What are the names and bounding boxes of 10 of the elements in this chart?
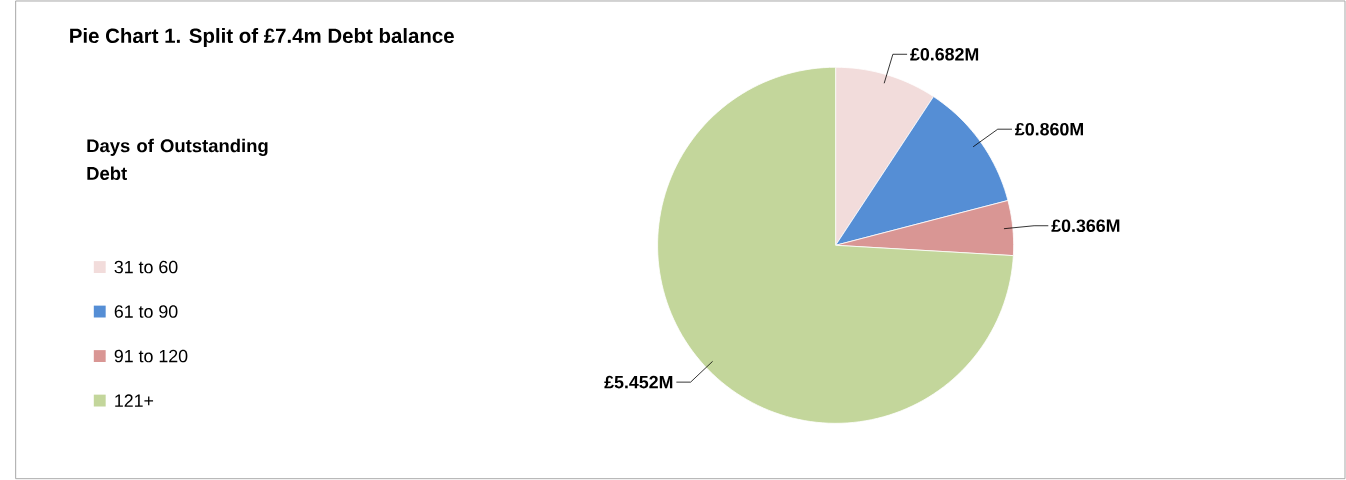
legend-label: 91 to 120 bbox=[114, 349, 188, 363]
legend-label: 61 to 90 bbox=[114, 305, 178, 318]
legend-label: 31 to 60 bbox=[114, 260, 178, 274]
legend-label: 121+ bbox=[115, 394, 154, 407]
legend-title: Days of Outstanding Debt bbox=[87, 138, 268, 181]
data-label: £0.860M bbox=[1015, 123, 1083, 136]
data-label: £5.452M bbox=[604, 375, 673, 389]
chart-title: Pie Chart 1. Split of £7.4m Debt balance bbox=[70, 28, 454, 48]
data-label: £0.682M bbox=[910, 48, 979, 61]
data-label: £0.366M bbox=[1051, 219, 1120, 233]
